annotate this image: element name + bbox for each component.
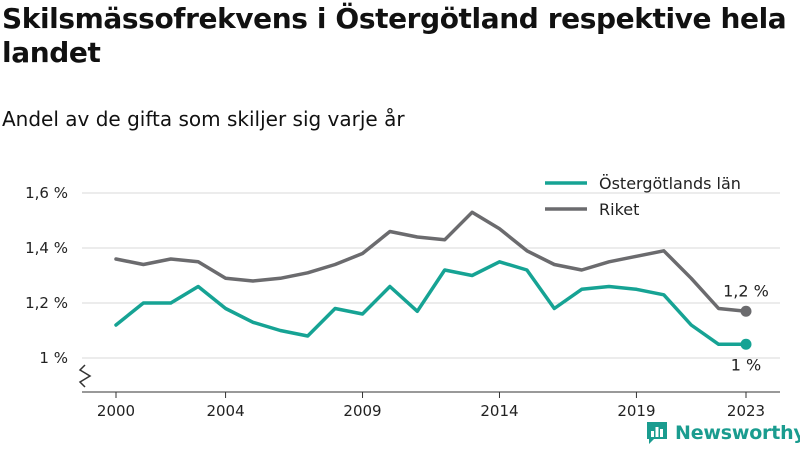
brand-name: Newsworthy (675, 422, 800, 444)
series-line-riket (114, 210, 748, 314)
legend-label: Östergötlands län (599, 174, 741, 193)
legend-label: Riket (599, 200, 639, 219)
end-point-riket (740, 305, 752, 317)
x-tick-label: 2000 (97, 402, 135, 420)
y-tick-label: 1 % (39, 349, 68, 367)
x-tick-label: 2023 (727, 402, 765, 420)
newsworthy-brand[interactable]: Newsworthy (645, 419, 800, 447)
series-lines: 1,2 % 1 % (114, 210, 769, 374)
legend: Östergötlands län Riket (545, 174, 741, 219)
x-tick-label: 2014 (480, 402, 518, 420)
y-axis-ticks: 1,6 % 1,4 % 1,2 % 1 % (25, 184, 68, 367)
end-label-ostergotland: 1 % (731, 355, 761, 374)
grid-lines (82, 192, 780, 359)
chart-title: Skilsmässofrekvens i Östergötland respek… (2, 2, 787, 69)
x-axis-ticks: 2000 2004 2009 2014 2019 2023 (97, 392, 765, 420)
y-tick-label: 1,4 % (25, 239, 68, 257)
x-axis (78, 364, 780, 393)
end-label-riket: 1,2 % (723, 281, 769, 300)
x-tick-label: 2019 (617, 402, 655, 420)
end-point-ostergotland (740, 338, 752, 350)
y-tick-label: 1,2 % (25, 294, 68, 312)
chart-subtitle: Andel av de gifta som skiljer sig varje … (2, 107, 405, 131)
series-line-ostergotland (114, 260, 748, 347)
x-tick-label: 2004 (206, 402, 244, 420)
axis-break-icon (78, 364, 92, 388)
bar-chart-logo-icon (647, 422, 667, 444)
x-tick-label: 2009 (343, 402, 381, 420)
y-tick-label: 1,6 % (25, 184, 68, 202)
